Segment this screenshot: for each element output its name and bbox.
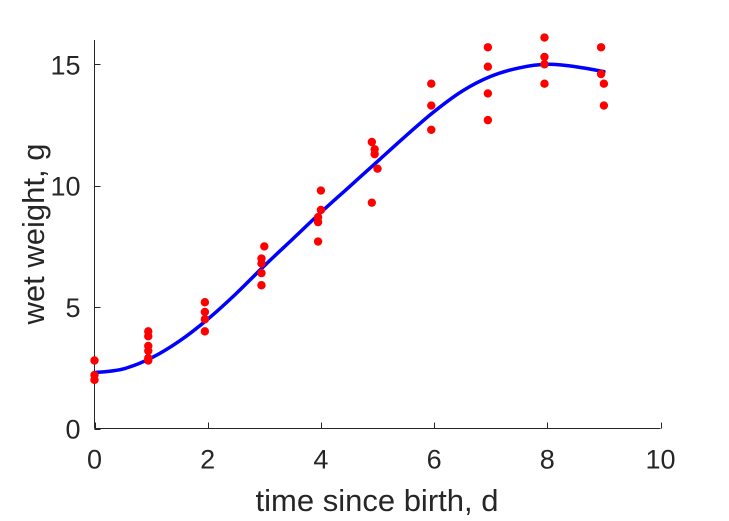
- data-point: [90, 375, 99, 385]
- x-tick-label: 4: [313, 445, 328, 475]
- data-point: [144, 356, 153, 365]
- data-point: [144, 346, 153, 355]
- data-point: [200, 298, 210, 307]
- data-point: [90, 356, 99, 365]
- data-point: [313, 217, 323, 227]
- x-tick-label: 6: [427, 445, 442, 475]
- data-point: [540, 79, 549, 88]
- data-point: [316, 205, 326, 215]
- x-tick-label: 10: [645, 445, 675, 475]
- data-point: [427, 101, 436, 110]
- data-point: [144, 332, 153, 341]
- data-point: [540, 52, 549, 62]
- data-point: [316, 186, 326, 195]
- plot-area: 0 2 4 6 8 10 0 5 10 15: [50, 33, 676, 475]
- data-point: [367, 137, 377, 147]
- data-point: [596, 69, 606, 79]
- data-point: [373, 164, 382, 173]
- data-point: [257, 259, 266, 268]
- x-tick-label: 0: [87, 445, 102, 475]
- x-axis-label: time since birth, d: [256, 483, 499, 518]
- data-point: [427, 125, 436, 135]
- x-ticks: 0 2 4 6 8 10: [87, 422, 676, 475]
- y-axis-label: wet weight, g: [16, 144, 51, 326]
- data-point: [599, 79, 609, 88]
- data-point: [599, 101, 609, 110]
- data-point: [257, 268, 266, 278]
- data-point: [367, 198, 377, 207]
- y-tick-label: 0: [65, 415, 80, 445]
- data-point: [260, 242, 269, 251]
- data-point: [596, 43, 606, 52]
- y-tick-label: 10: [50, 172, 80, 202]
- fit-curve: [92, 62, 606, 375]
- data-point: [200, 307, 210, 317]
- data-point: [257, 281, 266, 290]
- y-ticks: 0 5 10 15: [50, 50, 101, 445]
- x-tick-label: 8: [540, 445, 555, 475]
- y-tick-label: 15: [50, 50, 80, 80]
- data-point: [483, 115, 493, 125]
- data-point: [483, 62, 493, 71]
- data-point: [313, 237, 323, 246]
- data-point: [370, 149, 379, 159]
- data-points-group: [90, 33, 609, 385]
- data-point: [427, 79, 436, 88]
- data-point: [200, 327, 210, 336]
- data-point: [483, 43, 493, 52]
- data-point: [483, 89, 493, 98]
- data-point: [540, 60, 549, 69]
- x-tick-label: 2: [200, 445, 215, 475]
- y-tick-label: 5: [65, 293, 80, 323]
- fit-curve-group: [92, 62, 606, 375]
- data-point: [540, 33, 549, 42]
- data-point: [200, 315, 210, 324]
